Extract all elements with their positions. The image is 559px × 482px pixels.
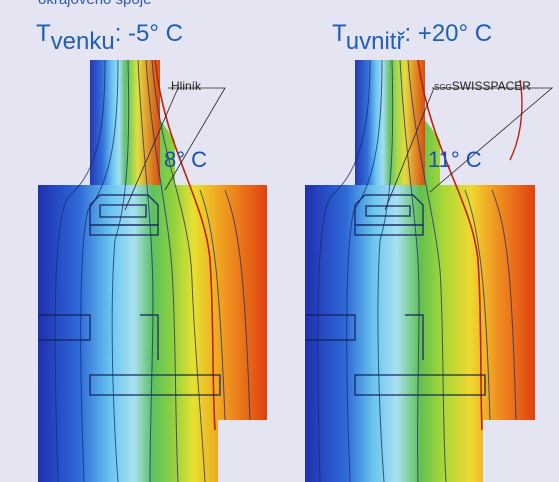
t-symbol: T: [332, 20, 346, 47]
t-symbol: T: [36, 20, 51, 47]
outside-temperature-label: Tvenku: -5° C: [36, 20, 183, 55]
left-thermal-panel: [38, 59, 267, 482]
inside-temperature-label: Tuvnitř: +20° C: [332, 20, 493, 55]
swisspacer-callout: SGGSWISSPACER: [434, 79, 531, 93]
left-isotherms: [54, 59, 251, 482]
t-subscript: venku: [50, 28, 115, 55]
right-red-isotherm: [417, 59, 483, 431]
left-edge-temperature: 8° C: [164, 147, 208, 172]
left-callout-pointer: [124, 87, 179, 211]
t-value: : +20° C: [404, 20, 493, 47]
right-thermal-panel: [305, 59, 554, 482]
right-isotherms: [317, 59, 517, 482]
t-subscript: uvnitř: [345, 28, 405, 55]
right-spacer-outline: [305, 194, 486, 396]
left-red-isotherm: [154, 59, 216, 431]
left-callout-line: [164, 87, 226, 191]
aluminium-callout: Hliník: [171, 79, 202, 93]
left-spacer-outline: [38, 194, 221, 396]
caption-partial: okrajového spoje: [38, 0, 151, 8]
callout-main: SWISSPACER: [451, 79, 531, 93]
right-callout-line: [429, 87, 554, 193]
right-edge-temperature: 11° C: [428, 147, 482, 172]
t-value: : -5° C: [114, 20, 183, 47]
callout-prefix: SGG: [434, 83, 452, 92]
right-callout-pointer: [384, 87, 435, 211]
